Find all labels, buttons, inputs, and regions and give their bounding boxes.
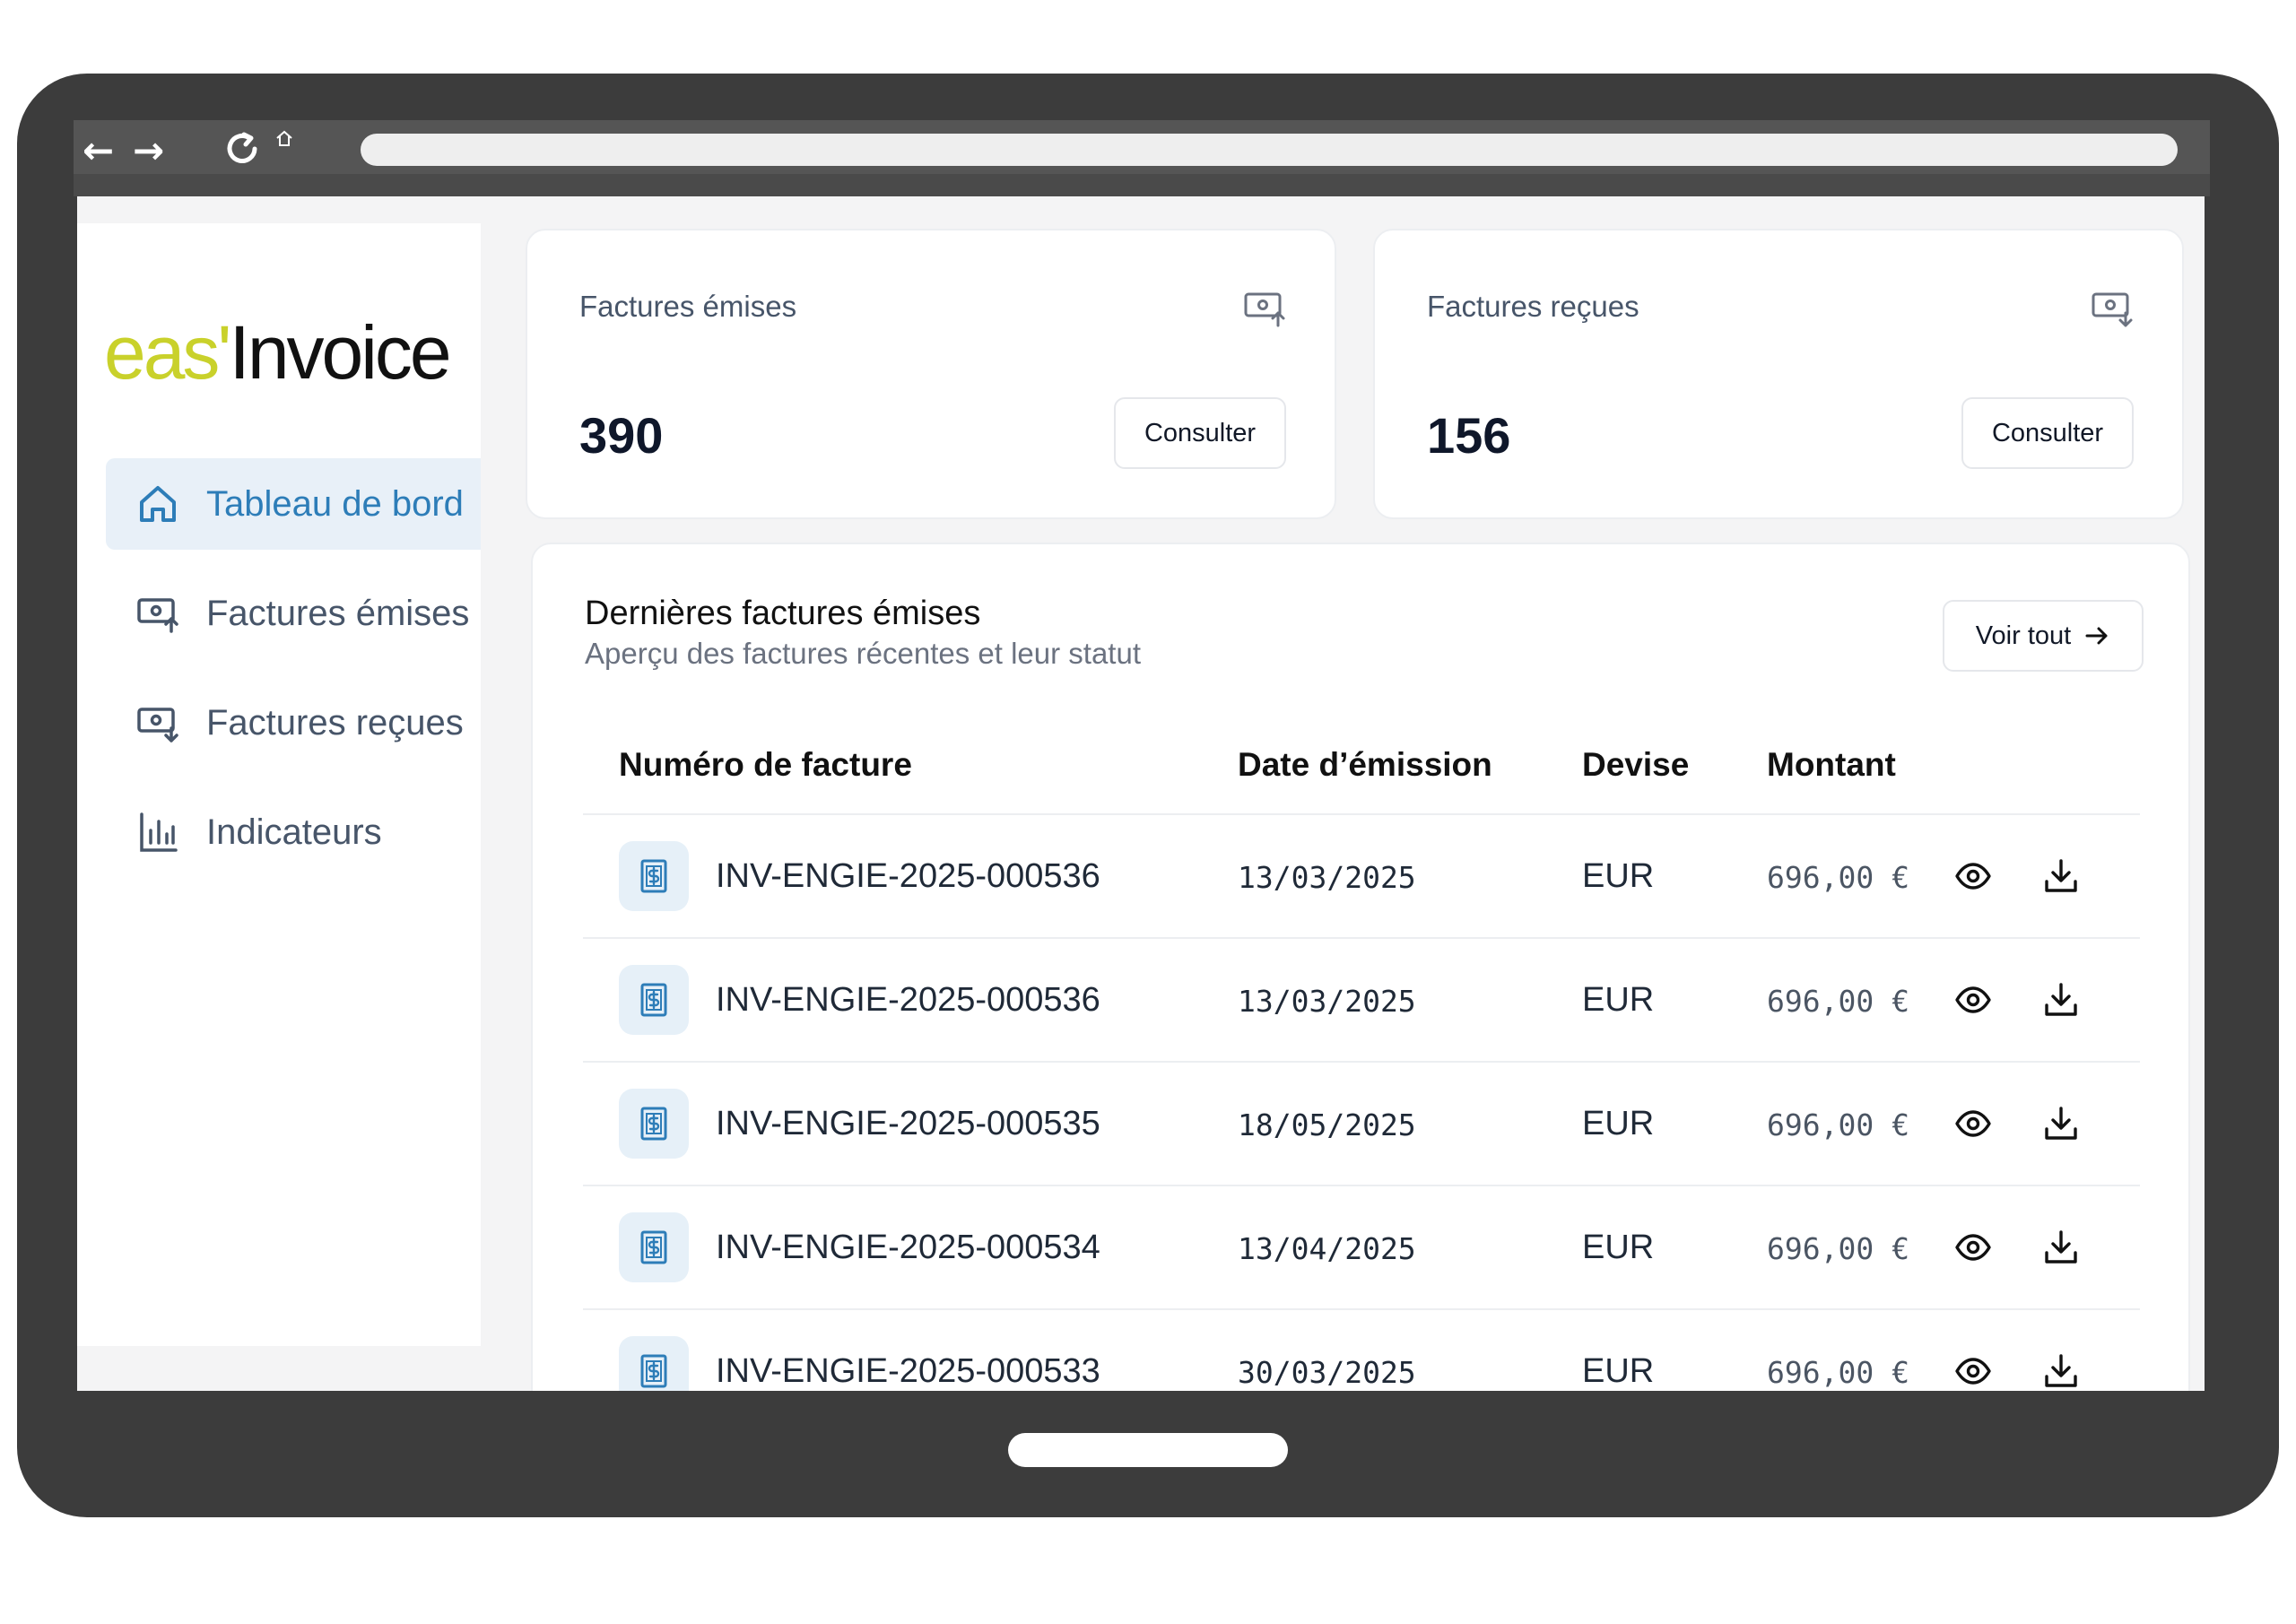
sidebar-item-label: Tableau de bord <box>206 483 464 524</box>
invoice-number: INV-ENGIE-2025-000534 <box>716 1229 1100 1266</box>
dollar-document-icon <box>619 1336 689 1391</box>
table-row[interactable]: INV-ENGIE-2025-000534 13/04/2025 EUR 696… <box>583 1185 2140 1308</box>
table-row[interactable]: INV-ENGIE-2025-000533 30/03/2025 EUR 696… <box>583 1308 2140 1391</box>
arrow-right-icon <box>2083 622 2110 649</box>
download-icon[interactable] <box>2039 1102 2083 1145</box>
invoice-amount: 696,00 € <box>1767 984 1909 1019</box>
logo: eas'Invoice <box>104 309 452 396</box>
download-icon[interactable] <box>2039 855 2083 898</box>
logo-prefix: eas' <box>104 310 231 395</box>
invoice-number: INV-ENGIE-2025-000536 <box>716 981 1100 1019</box>
dollar-document-icon <box>619 1089 689 1159</box>
column-header-number[interactable]: Numéro de facture <box>619 746 912 783</box>
invoice-amount: 696,00 € <box>1767 1355 1909 1390</box>
app-screen: eas'Invoice Tableau de bord Factures émi… <box>77 196 2205 1391</box>
consult-issued-button[interactable]: Consulter <box>1114 397 1286 469</box>
view-all-label: Voir tout <box>1975 621 2072 650</box>
invoice-date: 13/04/2025 <box>1238 1231 1416 1266</box>
stat-value: 156 <box>1427 407 1511 464</box>
invoice-number: INV-ENGIE-2025-000535 <box>716 1105 1100 1142</box>
invoice-sent-icon <box>1243 286 1286 329</box>
sidebar-item-label: Factures reçues <box>206 702 464 743</box>
dollar-document-icon <box>619 965 689 1035</box>
back-arrow-icon[interactable]: ← <box>83 128 115 172</box>
invoice-number: INV-ENGIE-2025-000536 <box>716 857 1100 895</box>
invoice-currency: EUR <box>1582 1105 1655 1142</box>
invoice-sent-icon <box>135 590 181 637</box>
invoice-currency: EUR <box>1582 1352 1655 1390</box>
download-icon[interactable] <box>2039 1226 2083 1269</box>
address-bar[interactable] <box>361 134 2178 166</box>
invoice-amount: 696,00 € <box>1767 1107 1909 1142</box>
home-icon <box>135 481 181 527</box>
eye-icon[interactable] <box>1952 855 1995 898</box>
logo-suffix: Invoice <box>229 310 451 395</box>
stat-card-received: Factures reçues 156 Consulter <box>1373 229 2184 519</box>
eye-icon[interactable] <box>1952 1102 1995 1145</box>
invoice-date: 18/05/2025 <box>1238 1107 1416 1142</box>
invoice-date: 30/03/2025 <box>1238 1355 1416 1390</box>
invoice-amount: 696,00 € <box>1767 860 1909 895</box>
column-header-date[interactable]: Date d’émission <box>1238 746 1492 783</box>
invoice-amount: 696,00 € <box>1767 1231 1909 1266</box>
table-row[interactable]: INV-ENGIE-2025-000535 18/05/2025 EUR 696… <box>583 1061 2140 1185</box>
dollar-document-icon <box>619 841 689 911</box>
recent-invoices-card: Dernières factures émises Aperçu des fac… <box>531 543 2190 1391</box>
dollar-document-icon <box>619 1212 689 1282</box>
sidebar-item-label: Indicateurs <box>206 812 382 852</box>
sidebar-item-indicators[interactable]: Indicateurs <box>106 786 481 878</box>
stat-value: 390 <box>579 407 664 464</box>
device-home-button[interactable] <box>1008 1433 1288 1467</box>
sidebar-item-received-invoices[interactable]: Factures reçues <box>106 677 481 769</box>
stat-label: Factures reçues <box>1427 290 1639 323</box>
invoice-date: 13/03/2025 <box>1238 860 1416 895</box>
bar-chart-icon <box>135 809 181 855</box>
section-title: Dernières factures émises <box>585 595 981 632</box>
column-header-currency[interactable]: Devise <box>1582 746 1690 783</box>
sidebar: eas'Invoice Tableau de bord Factures émi… <box>77 223 481 1346</box>
invoice-number: INV-ENGIE-2025-000533 <box>716 1352 1100 1390</box>
invoice-currency: EUR <box>1582 1229 1655 1266</box>
sidebar-item-dashboard[interactable]: Tableau de bord <box>106 458 481 550</box>
invoice-received-icon <box>135 699 181 746</box>
eye-icon[interactable] <box>1952 1226 1995 1269</box>
browser-home-icon[interactable] <box>274 129 294 149</box>
download-icon[interactable] <box>2039 978 2083 1021</box>
download-icon[interactable] <box>2039 1350 2083 1391</box>
eye-icon[interactable] <box>1952 1350 1995 1391</box>
table-row[interactable]: INV-ENGIE-2025-000536 13/03/2025 EUR 696… <box>583 937 2140 1061</box>
consult-received-button[interactable]: Consulter <box>1961 397 2134 469</box>
column-header-amount[interactable]: Montant <box>1767 746 1896 783</box>
stat-label: Factures émises <box>579 290 797 323</box>
reload-icon[interactable] <box>222 129 262 169</box>
table-row[interactable]: INV-ENGIE-2025-000536 13/03/2025 EUR 696… <box>583 813 2140 937</box>
invoice-date: 13/03/2025 <box>1238 984 1416 1019</box>
section-subtitle: Aperçu des factures récentes et leur sta… <box>585 637 1141 670</box>
forward-arrow-icon[interactable]: → <box>133 128 165 172</box>
stat-card-issued: Factures émises 390 Consulter <box>526 229 1336 519</box>
invoice-received-icon <box>2091 286 2134 329</box>
sidebar-item-label: Factures émises <box>206 593 470 633</box>
sidebar-item-issued-invoices[interactable]: Factures émises <box>106 568 481 659</box>
invoice-currency: EUR <box>1582 857 1655 895</box>
invoice-currency: EUR <box>1582 981 1655 1019</box>
view-all-button[interactable]: Voir tout <box>1943 600 2144 672</box>
eye-icon[interactable] <box>1952 978 1995 1021</box>
